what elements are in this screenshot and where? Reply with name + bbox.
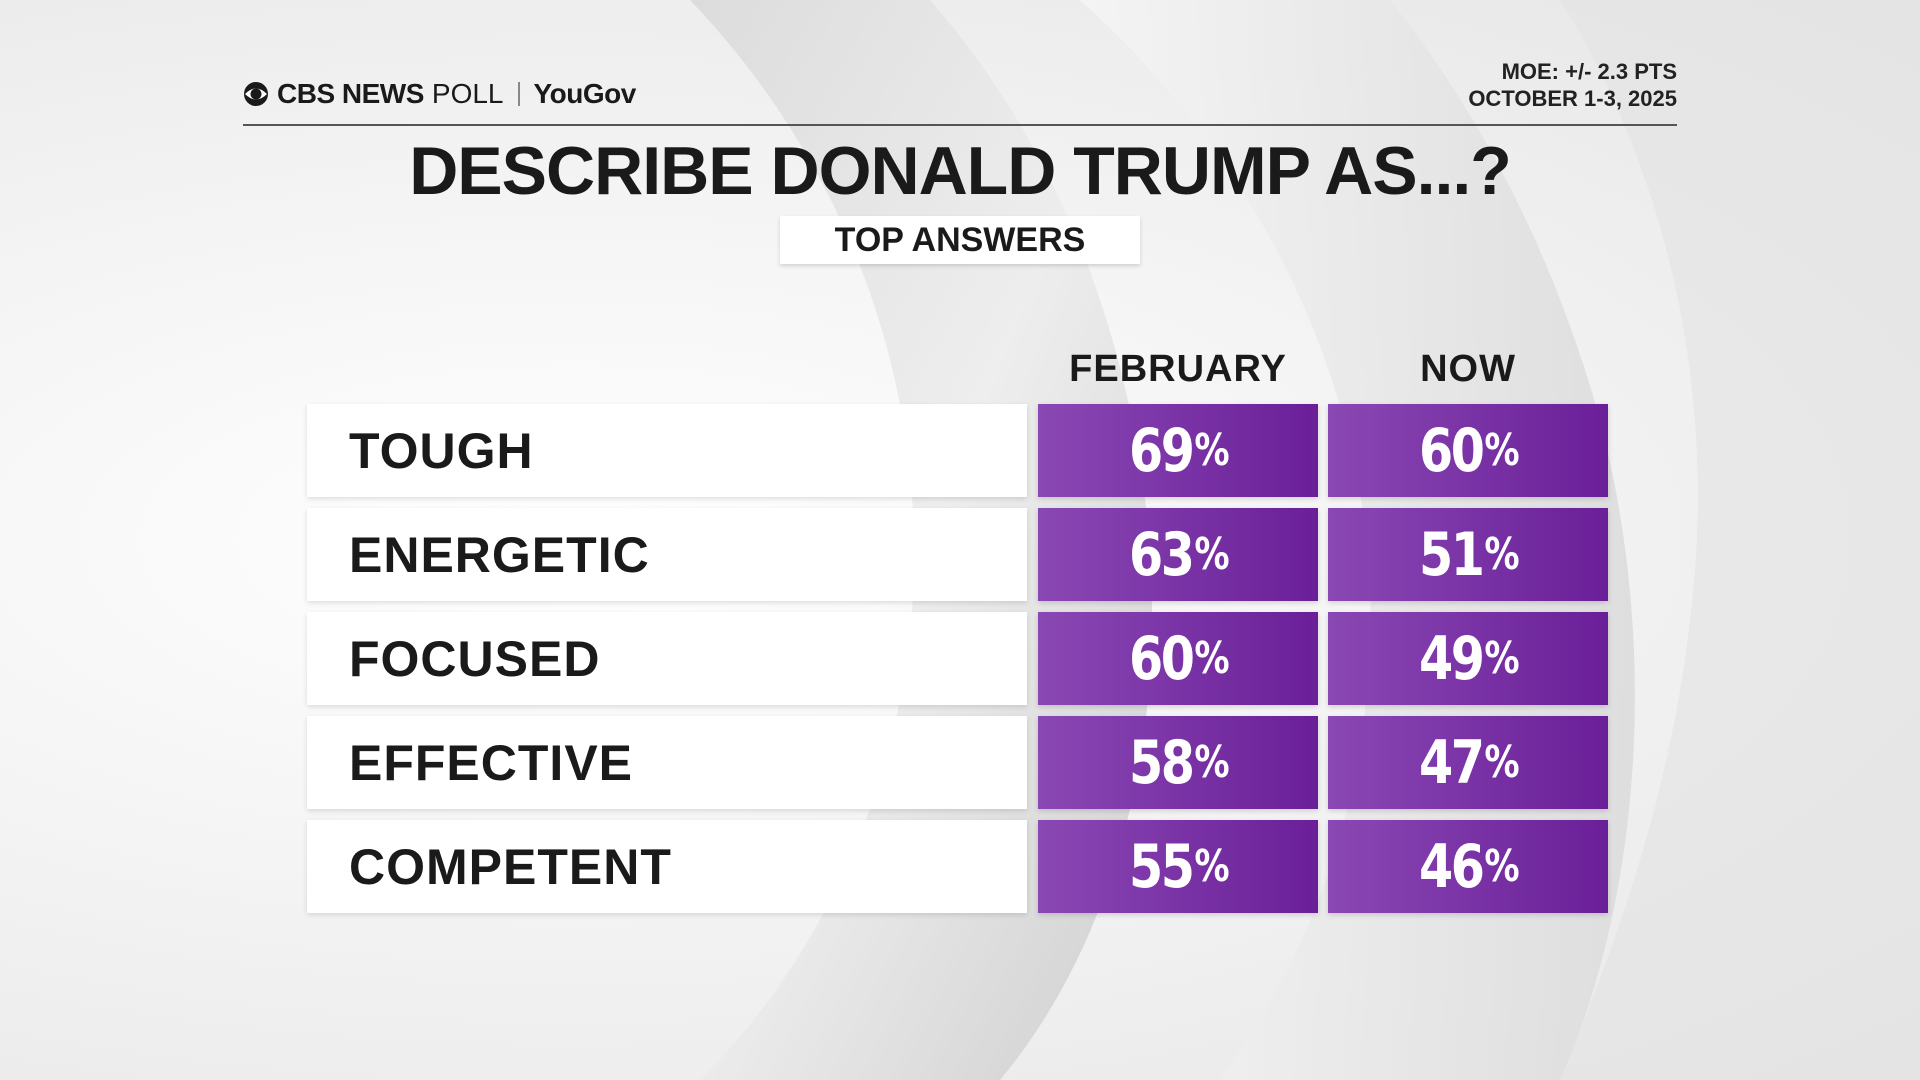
cbs-eye-icon bbox=[244, 82, 268, 106]
brand-cbs-news: CBS NEWS bbox=[277, 78, 424, 109]
row-label: FOCUSED bbox=[307, 612, 1027, 705]
value-number: 49 bbox=[1419, 623, 1485, 694]
percent-sign: % bbox=[1194, 737, 1230, 788]
value-number: 60 bbox=[1419, 415, 1485, 486]
chart-title: DESCRIBE DONALD TRUMP AS...? bbox=[409, 133, 1512, 209]
percent-sign: % bbox=[1484, 425, 1520, 476]
value-number: 55 bbox=[1129, 831, 1195, 902]
value-cell-now: 46% bbox=[1328, 820, 1608, 913]
value-cell-now: 60% bbox=[1328, 404, 1608, 497]
brand-separator bbox=[517, 82, 520, 106]
percent-sign: % bbox=[1194, 425, 1230, 476]
value-number: 51 bbox=[1419, 519, 1485, 590]
percent-sign: % bbox=[1194, 841, 1230, 892]
chart-subtitle: TOP ANSWERS bbox=[780, 216, 1140, 264]
percent-sign: % bbox=[1484, 633, 1520, 684]
poll-date: OCTOBER 1-3, 2025 bbox=[1468, 86, 1677, 111]
value-number: 47 bbox=[1419, 727, 1485, 798]
brand-poll: POLL bbox=[431, 78, 504, 109]
value-number: 69 bbox=[1129, 415, 1195, 486]
header-bar: CBS NEWS POLL YouGov MOE: +/- 2.3 PTS OC… bbox=[243, 56, 1677, 126]
margin-of-error: MOE: +/- 2.3 PTS bbox=[1501, 59, 1677, 84]
value-cell-now: 47% bbox=[1328, 716, 1608, 809]
value-number: 58 bbox=[1129, 727, 1195, 798]
percent-sign: % bbox=[1194, 529, 1230, 580]
value-cell-february: 55% bbox=[1038, 820, 1318, 913]
row-label: COMPETENT bbox=[307, 820, 1027, 913]
poll-meta: MOE: +/- 2.3 PTS OCTOBER 1-3, 2025 bbox=[1468, 58, 1677, 112]
column-header-now: NOW bbox=[1420, 348, 1516, 390]
column-header-february: FEBRUARY bbox=[1069, 348, 1287, 390]
value-number: 63 bbox=[1129, 519, 1195, 590]
row-label: EFFECTIVE bbox=[307, 716, 1027, 809]
value-number: 46 bbox=[1419, 831, 1485, 902]
value-cell-now: 51% bbox=[1328, 508, 1608, 601]
value-cell-now: 49% bbox=[1328, 612, 1608, 705]
percent-sign: % bbox=[1194, 633, 1230, 684]
row-label: TOUGH bbox=[307, 404, 1027, 497]
percent-sign: % bbox=[1484, 841, 1520, 892]
value-cell-february: 69% bbox=[1038, 404, 1318, 497]
value-cell-february: 63% bbox=[1038, 508, 1318, 601]
row-label: ENERGETIC bbox=[307, 508, 1027, 601]
percent-sign: % bbox=[1484, 529, 1520, 580]
percent-sign: % bbox=[1484, 737, 1520, 788]
value-cell-february: 60% bbox=[1038, 612, 1318, 705]
brand-yougov: YouGov bbox=[533, 78, 637, 109]
brand-logo: CBS NEWS POLL YouGov bbox=[243, 78, 636, 110]
value-number: 60 bbox=[1129, 623, 1195, 694]
value-cell-february: 58% bbox=[1038, 716, 1318, 809]
